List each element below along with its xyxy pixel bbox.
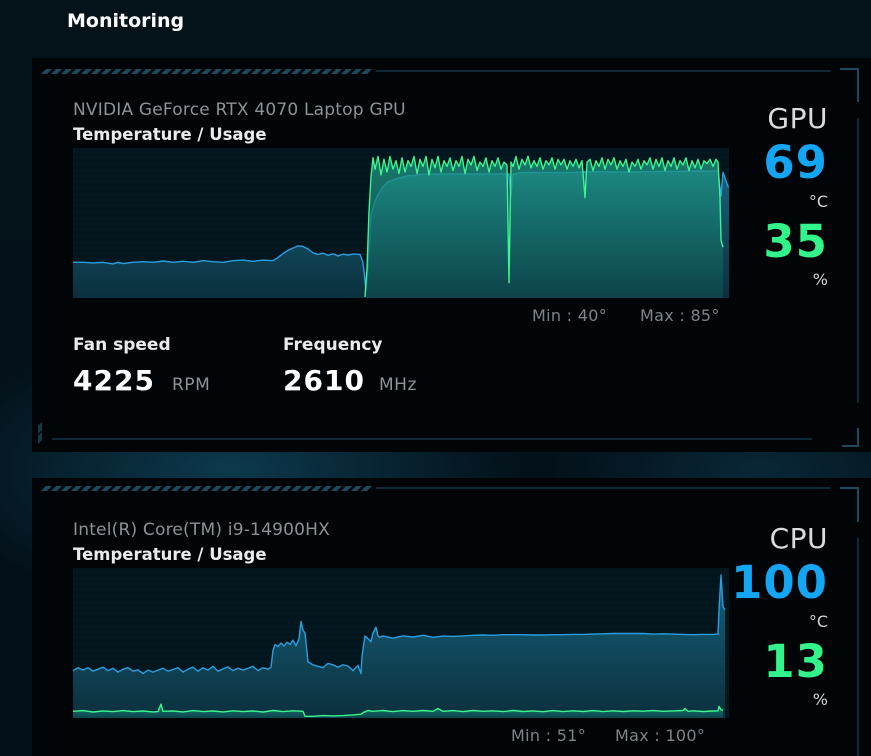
cpu-usage-value: 13 xyxy=(763,635,828,688)
gpu-usage-unit: % xyxy=(812,270,828,289)
cpu-usage-unit: % xyxy=(812,690,828,709)
gpu-temperature-unit: °C xyxy=(808,192,828,211)
cpu-temperature-area xyxy=(73,575,725,718)
gpu-metric-label: Temperature / Usage xyxy=(73,125,267,144)
cpu-name: Intel(R) Core(TM) i9-14900HX xyxy=(73,520,330,540)
cpu-temperature-unit: °C xyxy=(808,612,828,631)
cpu-temperature-line xyxy=(73,574,726,675)
fan-speed-label: Fan speed xyxy=(73,335,171,355)
fan-speed-value: 4225 xyxy=(73,364,155,397)
cpu-temperature-value: 100 xyxy=(731,556,828,609)
gpu-name: NVIDIA GeForce RTX 4070 Laptop GPU xyxy=(73,100,406,120)
cpu-card-frame xyxy=(41,486,859,756)
page-title: Monitoring xyxy=(67,10,185,32)
fan-speed-unit: RPM xyxy=(172,375,211,395)
gpu-usage-area xyxy=(365,156,723,298)
cpu-min-temp: Min : 51° xyxy=(511,726,587,745)
gpu-card: NVIDIA GeForce RTX 4070 Laptop GPU Tempe… xyxy=(32,58,871,452)
frequency-value: 2610 xyxy=(283,364,365,397)
gpu-usage-line xyxy=(364,155,724,298)
gpu-label: GPU xyxy=(767,102,828,135)
gpu-max-temp: Max : 85° xyxy=(640,306,720,325)
frequency-label: Frequency xyxy=(283,335,383,355)
cpu-max-temp: Max : 100° xyxy=(615,726,706,745)
cpu-temperature-usage-chart xyxy=(73,568,729,718)
cpu-card: Intel(R) Core(TM) i9-14900HX Temperature… xyxy=(32,478,871,756)
frequency-unit: MHz xyxy=(379,375,417,395)
cpu-metric-label: Temperature / Usage xyxy=(73,545,267,564)
gpu-temperature-usage-chart xyxy=(73,148,729,298)
gpu-temperature-value: 69 xyxy=(763,136,828,189)
cpu-usage-line xyxy=(73,703,723,718)
gpu-usage-value: 35 xyxy=(763,215,828,268)
cpu-label: CPU xyxy=(769,522,828,555)
gpu-card-frame xyxy=(38,68,859,447)
gpu-min-temp: Min : 40° xyxy=(532,306,608,325)
